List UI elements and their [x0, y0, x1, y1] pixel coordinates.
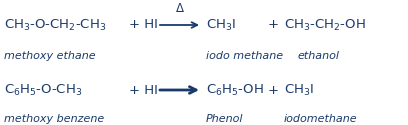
Text: methoxy benzene: methoxy benzene [4, 114, 104, 124]
Text: +: + [267, 18, 278, 32]
Text: CH$_3$-O-CH$_2$-CH$_3$: CH$_3$-O-CH$_2$-CH$_3$ [4, 18, 106, 32]
Text: iodomethane: iodomethane [284, 114, 357, 124]
Text: CH$_3$I: CH$_3$I [206, 18, 236, 32]
Text: CH$_3$I: CH$_3$I [284, 82, 314, 98]
Text: + HI: + HI [129, 84, 157, 96]
Text: iodo methane: iodo methane [206, 51, 283, 61]
Text: ethanol: ethanol [298, 51, 340, 61]
Text: Phenol: Phenol [206, 114, 244, 124]
Text: CH$_3$-CH$_2$-OH: CH$_3$-CH$_2$-OH [284, 18, 365, 32]
Text: + HI: + HI [129, 18, 157, 32]
Text: $\Delta$: $\Delta$ [175, 2, 184, 15]
Text: C$_6$H$_5$-O-CH$_3$: C$_6$H$_5$-O-CH$_3$ [4, 82, 82, 98]
Text: +: + [267, 84, 278, 96]
Text: methoxy ethane: methoxy ethane [4, 51, 96, 61]
Text: C$_6$H$_5$-OH: C$_6$H$_5$-OH [206, 82, 264, 98]
